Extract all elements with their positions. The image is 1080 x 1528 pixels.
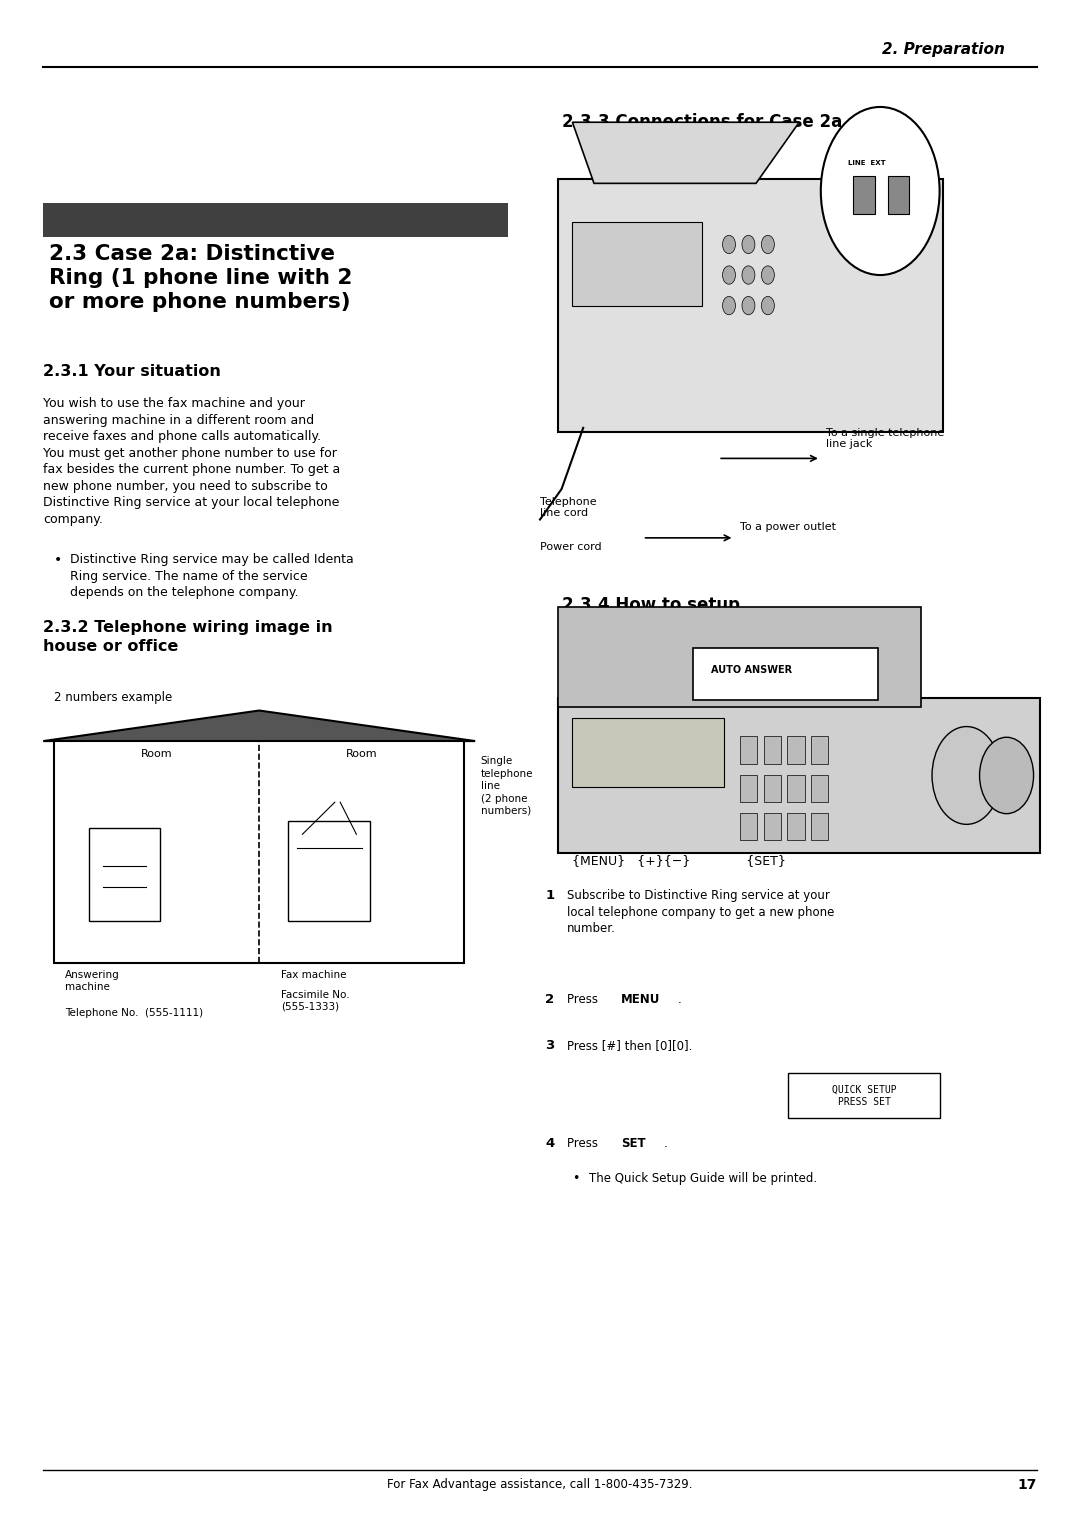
Text: Room: Room <box>140 749 173 759</box>
Text: Facsimile No.
(555-1333): Facsimile No. (555-1333) <box>281 990 350 1012</box>
Text: You wish to use the fax machine and your
answering machine in a different room a: You wish to use the fax machine and your… <box>43 397 340 526</box>
Polygon shape <box>43 711 475 741</box>
Text: Press: Press <box>567 1137 602 1151</box>
FancyBboxPatch shape <box>43 203 508 237</box>
Text: Telephone
line cord: Telephone line cord <box>540 497 596 518</box>
Bar <box>54 741 464 963</box>
Bar <box>572 718 724 787</box>
Text: AUTO ANSWER: AUTO ANSWER <box>711 665 792 675</box>
Text: Telephone No.  (555-1111): Telephone No. (555-1111) <box>65 1008 203 1019</box>
FancyBboxPatch shape <box>558 698 1040 853</box>
Text: ON: ON <box>788 619 812 633</box>
Bar <box>740 775 757 802</box>
Bar <box>740 736 757 764</box>
Bar <box>740 813 757 840</box>
Text: 1: 1 <box>545 889 554 903</box>
Text: Press [#] then [0][0].: Press [#] then [0][0]. <box>567 1039 692 1053</box>
Text: SET: SET <box>621 1137 646 1151</box>
FancyBboxPatch shape <box>558 607 921 707</box>
Text: 2.3.3 Connections for Case 2a: 2.3.3 Connections for Case 2a <box>562 113 841 131</box>
FancyBboxPatch shape <box>288 821 370 921</box>
Text: 3: 3 <box>545 1039 555 1053</box>
Circle shape <box>723 235 735 254</box>
Text: 2.3 Case 2a: Distinctive
Ring (1 phone line with 2
or more phone numbers): 2.3 Case 2a: Distinctive Ring (1 phone l… <box>49 244 352 313</box>
Bar <box>787 736 805 764</box>
Circle shape <box>723 296 735 315</box>
Text: :: : <box>799 646 806 665</box>
Circle shape <box>980 736 1034 813</box>
Text: 2.3.1 Your situation: 2.3.1 Your situation <box>43 364 221 379</box>
Bar <box>787 775 805 802</box>
Circle shape <box>761 235 774 254</box>
Circle shape <box>723 266 735 284</box>
FancyBboxPatch shape <box>89 828 160 921</box>
Text: 2.3.2 Telephone wiring image in
house or office: 2.3.2 Telephone wiring image in house or… <box>43 620 333 654</box>
Bar <box>811 813 828 840</box>
Text: Connect to LINE.: Connect to LINE. <box>670 153 768 167</box>
Text: Answering
machine: Answering machine <box>65 970 120 992</box>
Text: {MENU}   {+}{−}              {SET}: {MENU} {+}{−} {SET} <box>572 854 786 868</box>
FancyBboxPatch shape <box>693 648 878 700</box>
Text: Power cord: Power cord <box>540 542 602 553</box>
Text: Distinctive Ring service may be called Identa
Ring service. The name of the serv: Distinctive Ring service may be called I… <box>70 553 354 599</box>
Text: .: . <box>678 993 681 1007</box>
Bar <box>764 813 781 840</box>
Bar <box>572 222 702 306</box>
FancyBboxPatch shape <box>558 179 943 432</box>
Circle shape <box>932 727 1001 825</box>
Text: 17: 17 <box>1017 1478 1037 1491</box>
Text: 2: 2 <box>545 993 554 1007</box>
Text: 2 numbers example: 2 numbers example <box>54 691 172 704</box>
Circle shape <box>761 296 774 315</box>
Text: •: • <box>54 553 63 567</box>
Text: .: . <box>664 1137 667 1151</box>
Polygon shape <box>572 122 799 183</box>
Text: 2.3.4 How to setup: 2.3.4 How to setup <box>562 596 740 614</box>
Bar <box>788 1073 940 1118</box>
Circle shape <box>761 266 774 284</box>
Bar <box>853 176 875 214</box>
Text: To a single telephone
line jack: To a single telephone line jack <box>826 428 944 449</box>
Text: Single
telephone
line
(2 phone
numbers): Single telephone line (2 phone numbers) <box>481 756 534 816</box>
Text: QUICK SETUP
PRESS SET: QUICK SETUP PRESS SET <box>832 1085 896 1106</box>
Text: LINE  EXT: LINE EXT <box>848 160 886 167</box>
Circle shape <box>742 296 755 315</box>
Text: To a power outlet: To a power outlet <box>740 521 836 532</box>
Text: For Fax Advantage assistance, call 1-800-435-7329.: For Fax Advantage assistance, call 1-800… <box>388 1478 692 1491</box>
Text: The Quick Setup Guide will be printed.: The Quick Setup Guide will be printed. <box>589 1172 816 1186</box>
Text: Room: Room <box>346 749 378 759</box>
Bar <box>764 775 781 802</box>
Bar <box>811 775 828 802</box>
Bar <box>787 813 805 840</box>
Bar <box>811 736 828 764</box>
Circle shape <box>742 266 755 284</box>
Bar <box>764 736 781 764</box>
Text: MENU: MENU <box>621 993 660 1007</box>
Text: 4: 4 <box>545 1137 555 1151</box>
Text: Press: Press <box>567 993 602 1007</box>
Circle shape <box>821 107 940 275</box>
Text: 2. Preparation: 2. Preparation <box>881 41 1004 57</box>
Bar <box>888 176 909 214</box>
Circle shape <box>742 235 755 254</box>
Text: Fax machine: Fax machine <box>281 970 347 981</box>
Text: Subscribe to Distinctive Ring service at your
local telephone company to get a n: Subscribe to Distinctive Ring service at… <box>567 889 835 935</box>
Text: •: • <box>572 1172 580 1186</box>
